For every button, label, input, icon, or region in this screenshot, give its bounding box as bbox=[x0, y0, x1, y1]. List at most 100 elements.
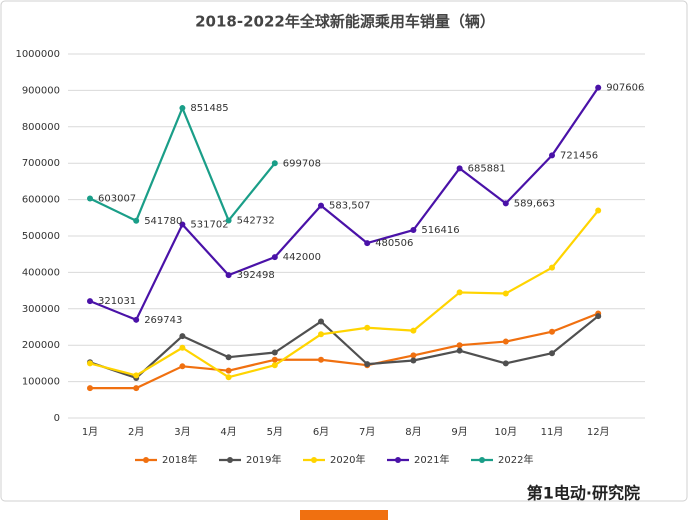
data-label: 685881 bbox=[468, 163, 506, 174]
point bbox=[133, 372, 140, 379]
point bbox=[271, 349, 278, 356]
point bbox=[318, 331, 324, 338]
data-label: 583,507 bbox=[329, 201, 370, 212]
point bbox=[456, 342, 463, 349]
legend-marker bbox=[311, 457, 317, 463]
legend-label: 2019年 bbox=[246, 453, 281, 466]
x-tick-label: 12月 bbox=[587, 426, 610, 438]
x-tick-label: 8月 bbox=[405, 426, 421, 438]
data-label: 516416 bbox=[421, 225, 459, 236]
point bbox=[225, 217, 232, 224]
x-tick-label: 10月 bbox=[494, 426, 517, 438]
x-tick-label: 11月 bbox=[541, 426, 564, 438]
data-label: 442000 bbox=[283, 252, 321, 263]
point bbox=[133, 385, 140, 392]
y-tick-label: 100000 bbox=[22, 377, 60, 388]
legend-label: 2022年 bbox=[498, 453, 533, 466]
legend-label: 2021年 bbox=[414, 453, 449, 466]
point bbox=[318, 356, 324, 363]
data-label: 542732 bbox=[237, 215, 275, 226]
point bbox=[318, 318, 324, 325]
point bbox=[456, 347, 463, 354]
data-label: 589,663 bbox=[514, 198, 555, 209]
point bbox=[549, 264, 555, 271]
chart-frame bbox=[0, 0, 688, 502]
x-tick-label: 9月 bbox=[451, 426, 467, 438]
data-label: 321031 bbox=[98, 296, 136, 307]
point bbox=[502, 360, 509, 367]
y-tick-label: 500000 bbox=[22, 231, 60, 242]
series-line bbox=[89, 87, 600, 321]
point bbox=[410, 227, 417, 234]
data-label: 851485 bbox=[190, 103, 228, 114]
point bbox=[271, 254, 278, 261]
data-label: 699708 bbox=[283, 158, 321, 169]
point bbox=[410, 357, 417, 364]
x-tick-label: 6月 bbox=[313, 426, 329, 438]
point bbox=[133, 316, 140, 323]
point bbox=[318, 202, 324, 209]
legend-label: 2020年 bbox=[330, 453, 365, 466]
data-label: 269743 bbox=[144, 315, 182, 326]
point bbox=[133, 217, 140, 224]
point bbox=[595, 207, 602, 214]
chart-title: 2018-2022年全球新能源乘用车销量（辆） bbox=[195, 13, 495, 31]
point bbox=[456, 165, 463, 172]
series-line bbox=[89, 209, 600, 379]
y-tick-label: 800000 bbox=[22, 122, 60, 133]
point bbox=[179, 363, 186, 370]
point bbox=[179, 221, 186, 228]
point bbox=[456, 289, 463, 296]
point bbox=[225, 354, 232, 361]
data-label: 480506 bbox=[375, 238, 413, 249]
point bbox=[410, 352, 417, 359]
point bbox=[179, 333, 186, 340]
y-tick-label: 200000 bbox=[22, 340, 60, 351]
data-label: 907606 bbox=[606, 83, 644, 94]
series-line bbox=[89, 315, 599, 380]
legend-marker bbox=[227, 457, 233, 463]
legend-marker bbox=[479, 457, 485, 463]
series-line bbox=[90, 312, 599, 390]
point bbox=[410, 327, 417, 334]
data-label: 541780 bbox=[144, 216, 182, 227]
y-tick-label: 700000 bbox=[22, 158, 60, 169]
point bbox=[87, 360, 93, 367]
legend-marker bbox=[395, 457, 401, 463]
y-tick-label: 1000000 bbox=[15, 49, 60, 60]
x-tick-label: 5月 bbox=[267, 426, 283, 438]
footer-brand: 第1电动·研究院 bbox=[527, 484, 640, 503]
point bbox=[271, 160, 278, 167]
point bbox=[179, 105, 186, 112]
point bbox=[549, 350, 555, 357]
point bbox=[225, 367, 232, 374]
point bbox=[364, 240, 371, 247]
point bbox=[87, 195, 93, 202]
x-tick-label: 3月 bbox=[174, 426, 190, 438]
legend-marker bbox=[143, 457, 149, 463]
y-tick-label: 900000 bbox=[22, 85, 60, 96]
x-tick-label: 4月 bbox=[220, 426, 236, 438]
y-tick-label: 600000 bbox=[22, 195, 60, 206]
point bbox=[87, 298, 93, 305]
footer-bar bbox=[300, 510, 388, 520]
point bbox=[595, 313, 602, 320]
y-tick-label: 300000 bbox=[22, 304, 60, 315]
point bbox=[225, 374, 232, 381]
x-tick-label: 7月 bbox=[359, 426, 375, 438]
data-label: 603007 bbox=[98, 194, 136, 205]
point bbox=[271, 362, 278, 369]
data-label: 531702 bbox=[190, 219, 228, 230]
point bbox=[502, 338, 509, 345]
point bbox=[502, 200, 509, 207]
data-label: 721456 bbox=[560, 150, 598, 161]
point bbox=[364, 324, 371, 331]
point bbox=[549, 152, 555, 159]
legend-label: 2018年 bbox=[162, 453, 197, 466]
point bbox=[595, 84, 602, 91]
x-tick-label: 2月 bbox=[128, 426, 144, 438]
y-tick-label: 0 bbox=[54, 413, 60, 424]
point bbox=[179, 344, 186, 351]
point bbox=[271, 356, 278, 363]
